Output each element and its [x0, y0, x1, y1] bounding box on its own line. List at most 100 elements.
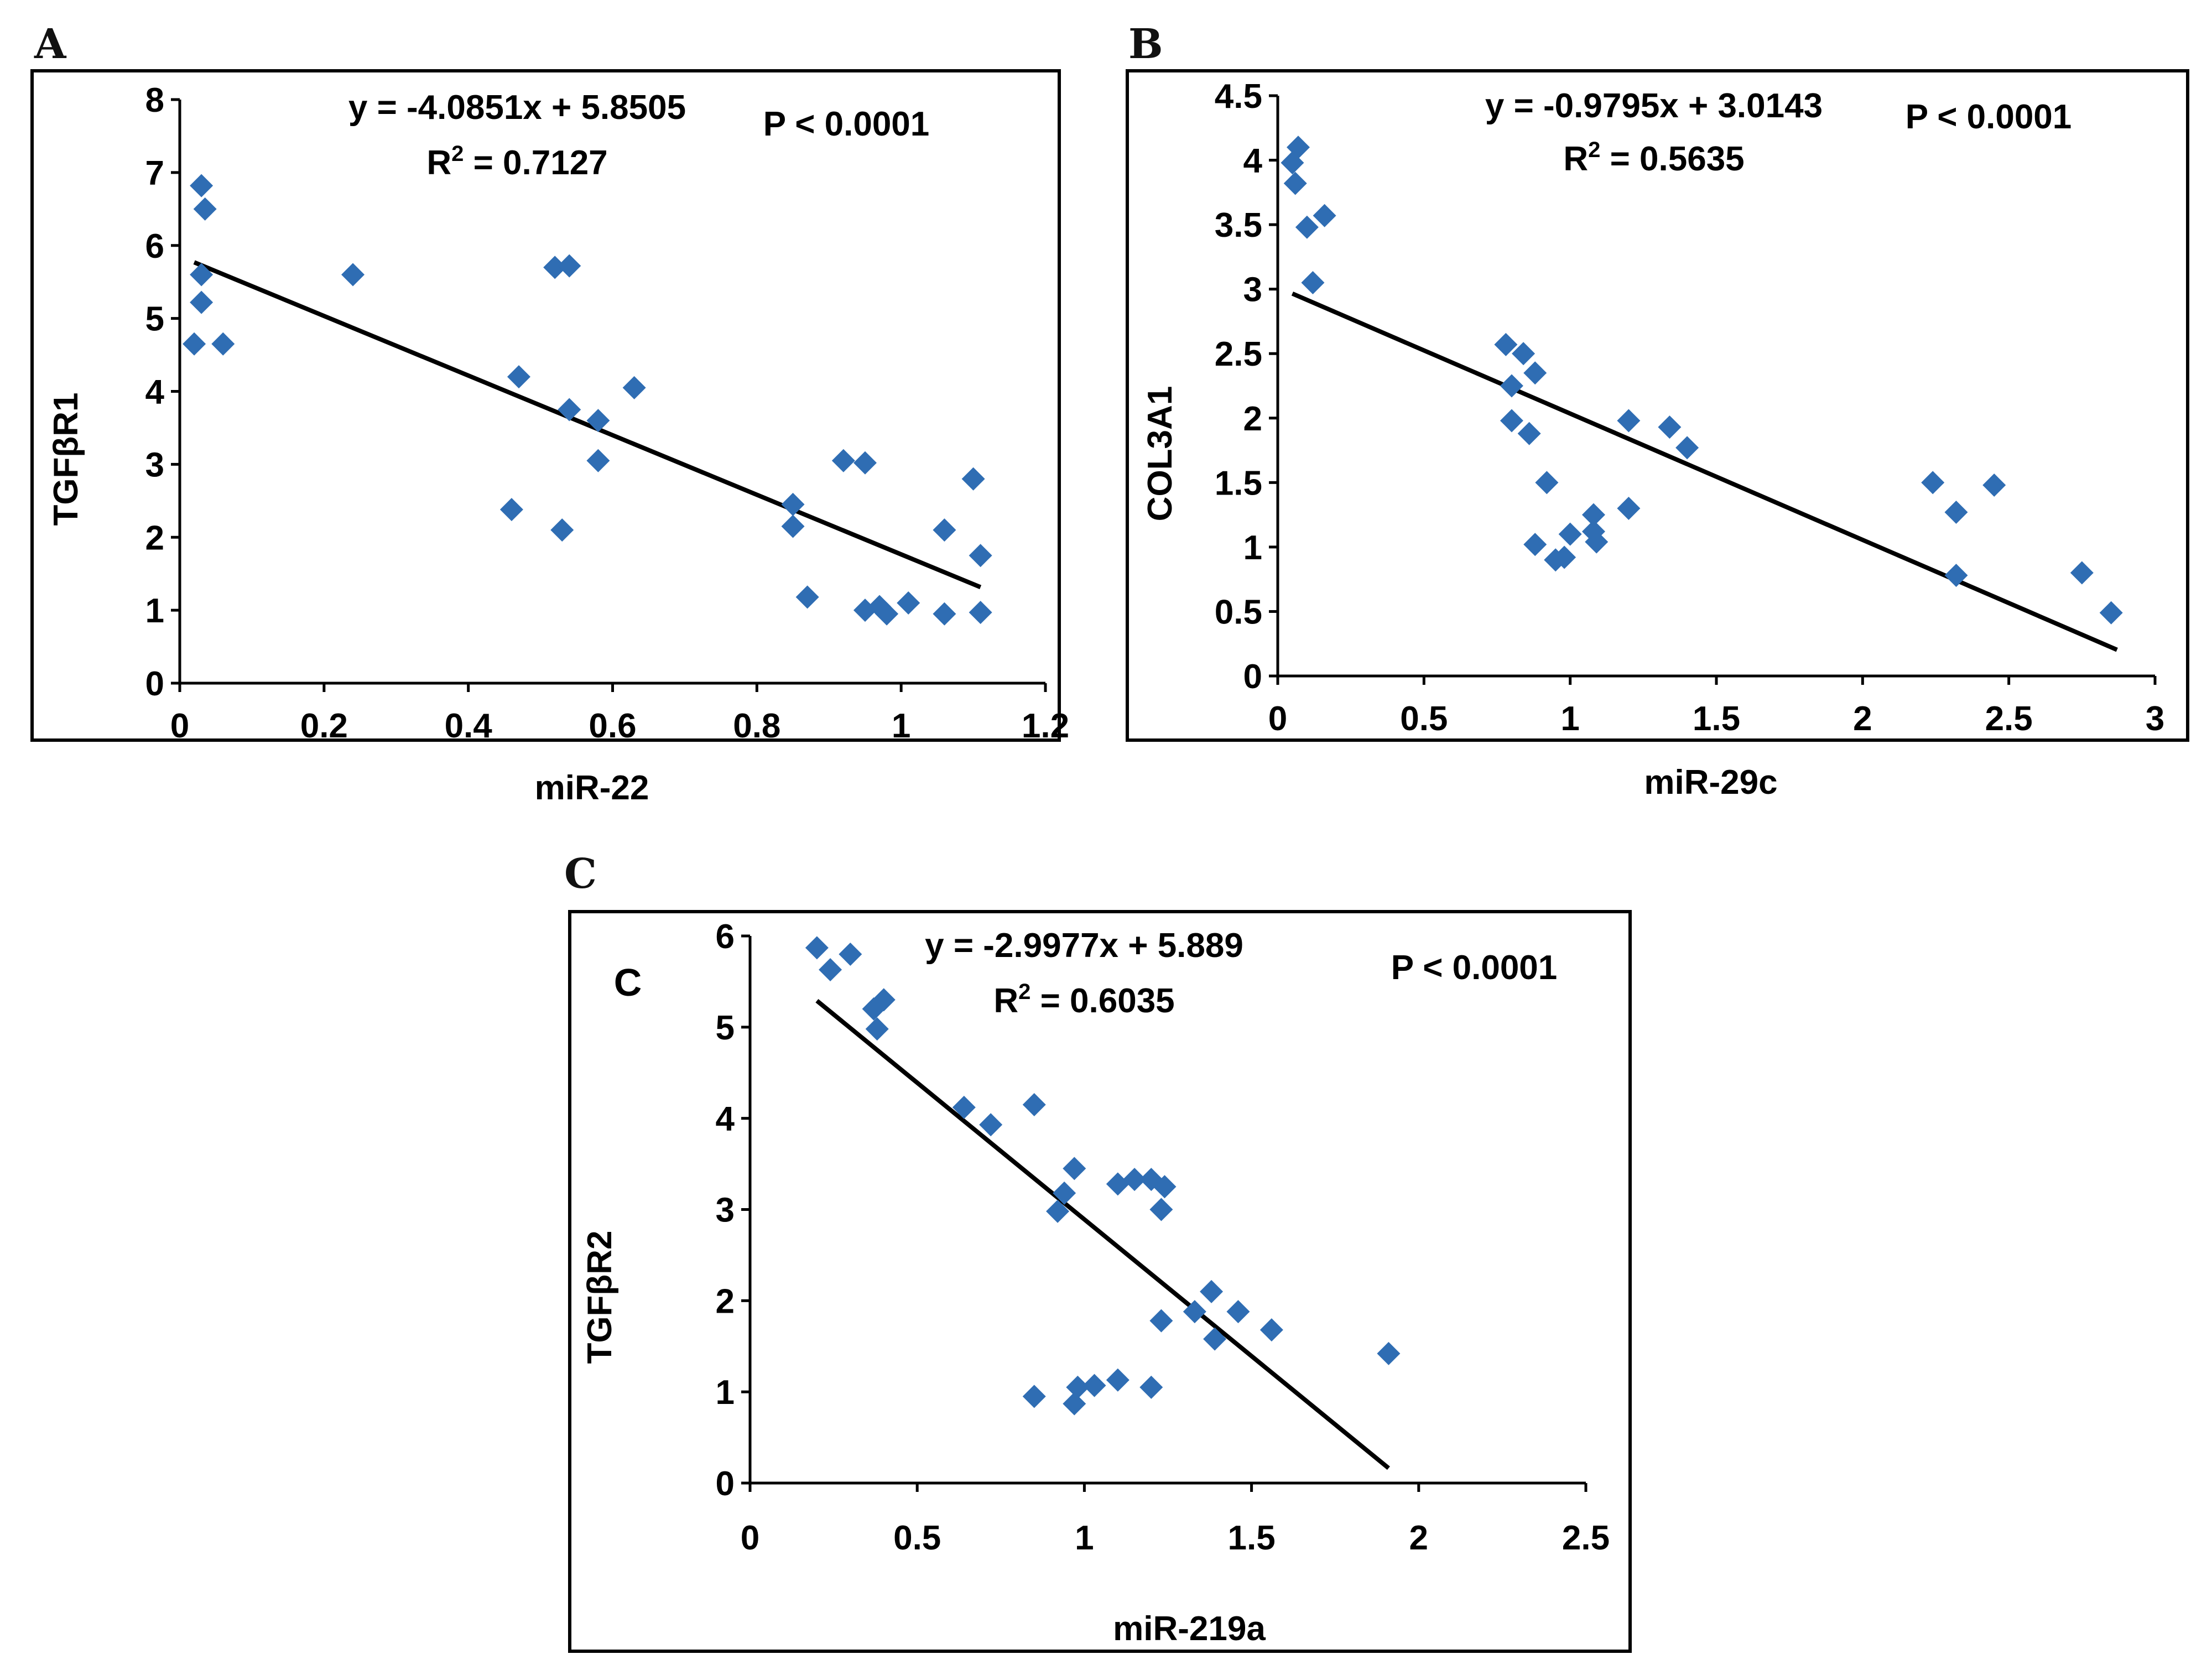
- p-value: P < 0.0001: [1391, 949, 1558, 987]
- data-point: [979, 1113, 1003, 1137]
- data-point: [1313, 204, 1336, 227]
- x-tick-label: 0.4: [445, 707, 493, 745]
- y-tick-label: 1: [1243, 529, 1262, 567]
- y-tick-label: 4: [145, 373, 165, 412]
- data-point: [1617, 409, 1641, 433]
- data-point: [622, 376, 646, 399]
- x-tick-label: 0.5: [893, 1519, 941, 1557]
- data-point: [819, 958, 842, 981]
- r-squared-superscript: 2: [1018, 980, 1030, 1004]
- y-tick-label: 4: [716, 1100, 735, 1138]
- data-point: [1982, 473, 2006, 497]
- data-point: [1153, 1175, 1177, 1199]
- y-axis-title: TGFβR1: [47, 392, 85, 526]
- data-point: [1617, 496, 1641, 520]
- r-squared-label: R2 = 0.5635: [1563, 138, 1744, 178]
- x-tick-label: 0: [170, 707, 189, 745]
- data-point: [1063, 1157, 1086, 1180]
- regression-equation: y = -0.9795x + 3.0143: [1485, 87, 1823, 125]
- y-tick-label: 3: [145, 446, 164, 484]
- data-point: [1066, 1375, 1090, 1399]
- r-squared-symbol: R: [993, 982, 1018, 1020]
- y-tick-label: 3: [716, 1192, 735, 1230]
- data-point: [1558, 522, 1582, 546]
- data-point: [1494, 332, 1518, 356]
- data-point: [1259, 1318, 1283, 1342]
- data-point: [550, 518, 574, 542]
- y-tick-label: 6: [716, 918, 735, 956]
- data-point: [558, 254, 581, 278]
- y-tick-label: 2: [1243, 400, 1262, 438]
- y-tick-label: 8: [145, 81, 164, 119]
- y-tick-label: 0: [145, 665, 164, 703]
- data-point: [1106, 1368, 1130, 1392]
- x-tick-label: 1: [1560, 700, 1579, 738]
- r-squared-symbol: R: [1563, 140, 1588, 178]
- data-point: [1500, 409, 1523, 433]
- data-point: [1106, 1172, 1130, 1196]
- data-point: [872, 988, 896, 1012]
- y-tick-label: 1: [145, 592, 164, 630]
- x-tick-label: 3: [2146, 700, 2164, 738]
- inner-panel-label: C: [614, 961, 642, 1004]
- panel-letter: A: [34, 20, 67, 68]
- x-tick-label: 1.5: [1693, 700, 1740, 738]
- y-tick-label: 4.5: [1215, 77, 1262, 116]
- data-point: [1287, 136, 1310, 159]
- data-point: [1022, 1385, 1046, 1408]
- r-squared-superscript: 2: [1588, 138, 1600, 162]
- y-tick-label: 5: [145, 300, 164, 339]
- panel-letter: B: [1128, 20, 1163, 68]
- x-tick-label: 2: [1409, 1519, 1428, 1557]
- x-axis-title: miR-29c: [1644, 763, 1777, 802]
- data-point: [781, 492, 805, 516]
- data-point: [2070, 561, 2094, 585]
- data-point: [1053, 1181, 1076, 1205]
- data-point: [1046, 1199, 1070, 1223]
- y-tick-label: 3: [1243, 271, 1262, 309]
- data-point: [543, 256, 567, 279]
- trendline: [193, 260, 982, 590]
- x-tick-label: 2.5: [1985, 700, 2033, 738]
- data-point: [1082, 1374, 1106, 1397]
- panel-c: C 0 1 2 3 4 5 6 0 0.5 1 1.5 2 2.5 miR-219a TGFβR2 y = -2…: [564, 850, 1632, 1653]
- data-point: [1512, 342, 1536, 366]
- data-point: [969, 544, 992, 568]
- y-tick-label: 2: [716, 1282, 735, 1320]
- data-point: [875, 602, 899, 626]
- data-point: [1523, 533, 1547, 556]
- data-point: [969, 601, 992, 625]
- y-tick-label: 0: [1243, 658, 1262, 696]
- data-point: [1675, 436, 1699, 460]
- panel-a: A 0 1 2 3 4 5 6 7 8 0 0.2 0.4 0.6 0.8 1 1.2 miR-22 TGFβR1 y…: [30, 20, 1069, 807]
- regression-equation: y = -4.0851x + 5.8505: [348, 89, 686, 127]
- y-tick-label: 1.5: [1215, 464, 1262, 502]
- data-point: [961, 467, 985, 491]
- data-point: [795, 585, 819, 609]
- data-point: [1295, 215, 1319, 239]
- x-tick-label: 0.2: [300, 707, 348, 745]
- data-point: [1283, 171, 1307, 195]
- r-squared-symbol: R: [426, 144, 451, 182]
- y-axis-title: COL3A1: [1141, 386, 1179, 522]
- x-tick-label: 1: [892, 707, 910, 745]
- panel-frame: [568, 910, 1632, 1653]
- data-point: [1944, 564, 1968, 587]
- y-tick-label: 2: [145, 519, 164, 557]
- r-squared-label: R2 = 0.6035: [993, 980, 1174, 1020]
- data-point: [1377, 1341, 1401, 1365]
- data-point: [1535, 471, 1559, 495]
- data-point: [190, 290, 214, 314]
- data-point: [190, 263, 214, 287]
- data-point: [1500, 374, 1523, 398]
- data-point: [781, 514, 805, 538]
- x-axis-title: miR-219a: [1113, 1610, 1266, 1648]
- x-axis-title: miR-22: [535, 769, 649, 807]
- x-tick-label: 0.5: [1400, 700, 1448, 738]
- data-point: [183, 332, 206, 356]
- data-point: [1139, 1375, 1163, 1399]
- x-tick-label: 0.8: [733, 707, 780, 745]
- panel-b: B 0 0.5 1 1.5 2 2.5 3 3.5 4 4.5 0 0.5 1 1.5 2 2.5 3 miR-29…: [1126, 20, 2189, 802]
- y-tick-label: 0: [716, 1465, 735, 1503]
- y-axis-title: TGFβR2: [581, 1230, 619, 1364]
